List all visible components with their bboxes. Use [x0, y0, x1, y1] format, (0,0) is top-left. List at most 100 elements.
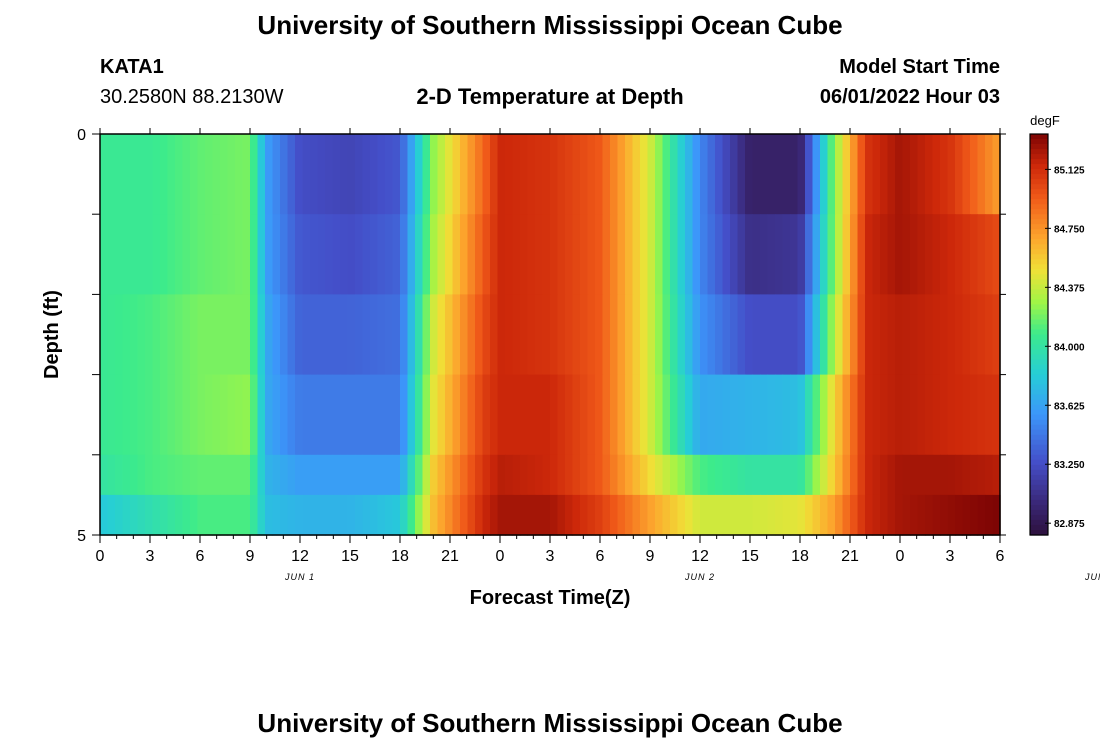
heatmap-cell	[497, 134, 506, 215]
heatmap-cell	[527, 494, 536, 536]
colorbar-segment	[1030, 444, 1048, 451]
heatmap-cell	[512, 134, 521, 215]
heatmap-cell	[865, 134, 874, 215]
heatmap-cell	[797, 494, 806, 536]
heatmap-cell	[295, 494, 304, 536]
colorbar-segment	[1030, 464, 1048, 471]
heatmap-cell	[737, 494, 746, 536]
day-label: JUN 3	[1084, 572, 1100, 582]
heatmap-cell	[175, 214, 184, 295]
heatmap-cell	[280, 134, 289, 215]
colorbar-segment	[1030, 409, 1048, 416]
heatmap-cell	[625, 214, 634, 295]
heatmap-cell	[182, 494, 191, 536]
heatmap-cell	[272, 494, 281, 536]
colorbar-segment	[1030, 359, 1048, 366]
heatmap-cell	[160, 294, 169, 376]
colorbar-segment	[1030, 439, 1048, 446]
heatmap-cell	[865, 294, 874, 376]
heatmap-cell	[722, 374, 731, 456]
heatmap-cell	[182, 294, 191, 376]
heatmap-cell	[760, 494, 769, 536]
heatmap-cell	[925, 294, 934, 376]
heatmap-cell	[107, 214, 116, 295]
heatmap-cell	[227, 494, 236, 536]
heatmap-cell	[527, 374, 536, 456]
heatmap-cell	[400, 134, 409, 215]
heatmap-cell	[805, 374, 814, 456]
heatmap-cell	[152, 134, 161, 215]
heatmap-cell	[640, 494, 649, 536]
heatmap-cell	[257, 494, 266, 536]
heatmap-cell	[587, 134, 596, 215]
heatmap-cell	[805, 294, 814, 376]
heatmap-cell	[595, 374, 604, 456]
heatmap-cell	[287, 374, 296, 456]
heatmap-cell	[370, 214, 379, 295]
y-axis-label: Depth (ft)	[41, 290, 63, 379]
colorbar-segment	[1030, 374, 1048, 381]
station-coordinates: 30.2580N 88.2130W	[100, 86, 284, 108]
colorbar-segment	[1030, 304, 1048, 311]
heatmap-cell	[227, 214, 236, 295]
heatmap-cell	[557, 374, 566, 456]
heatmap-cell	[925, 494, 934, 536]
heatmap-cell	[805, 494, 814, 536]
heatmap-cell	[572, 494, 581, 536]
heatmap-cell	[782, 134, 791, 215]
heatmap-cell	[992, 494, 1001, 536]
heatmap-cell	[692, 214, 701, 295]
heatmap-cell	[512, 214, 521, 295]
heatmap-cell	[970, 374, 979, 456]
heatmap-cell	[730, 294, 739, 376]
heatmap-cell	[917, 494, 926, 536]
heatmap-cell	[535, 294, 544, 376]
colorbar-segment	[1030, 164, 1048, 170]
heatmap-cell	[340, 134, 349, 215]
heatmap-cell	[347, 294, 356, 376]
x-tick-label: 6	[596, 548, 605, 565]
heatmap-cell	[692, 374, 701, 456]
heatmap-cell	[737, 374, 746, 456]
heatmap-cell	[227, 134, 236, 215]
heatmap-cell	[280, 294, 289, 376]
heatmap-cell	[115, 294, 124, 376]
colorbar-segment	[1030, 184, 1048, 190]
heatmap-cell	[265, 134, 274, 215]
heatmap-cell	[745, 374, 754, 456]
heatmap-cell	[467, 294, 476, 376]
heatmap-cell	[715, 494, 724, 536]
heatmap-cell	[482, 374, 491, 456]
heatmap-cell	[767, 134, 776, 215]
heatmap-cell	[910, 214, 919, 295]
heatmap-cell	[730, 494, 739, 536]
heatmap-cell	[490, 294, 499, 376]
colorbar-segment	[1030, 299, 1048, 306]
colorbar-segment	[1030, 329, 1048, 336]
heatmap-cell	[775, 494, 784, 536]
heatmap-cell	[497, 374, 506, 456]
heatmap-cell	[602, 294, 611, 376]
heatmap-cell	[745, 134, 754, 215]
heatmap-cell	[302, 134, 311, 215]
heatmap-cell	[377, 374, 386, 456]
colorbar-segment	[1030, 519, 1048, 526]
heatmap-cell	[535, 494, 544, 536]
heatmap-cell	[970, 214, 979, 295]
colorbar-segment	[1030, 354, 1048, 361]
heatmap-cell	[490, 494, 499, 536]
heatmap-cell	[362, 374, 371, 456]
heatmap-cell	[220, 374, 229, 456]
heatmap-cell	[812, 214, 821, 295]
colorbar-segment	[1030, 219, 1048, 225]
heatmap-cell	[797, 214, 806, 295]
heatmap-cell	[415, 374, 424, 456]
heatmap-cell	[377, 134, 386, 215]
heatmap-cell	[737, 134, 746, 215]
heatmap-cell	[610, 494, 619, 536]
y-tick-label: 0	[77, 127, 86, 144]
heatmap-cell	[437, 134, 446, 215]
heatmap-cell	[527, 134, 536, 215]
heatmap-cell	[685, 374, 694, 456]
colorbar-tick-label: 83.250	[1054, 460, 1085, 471]
